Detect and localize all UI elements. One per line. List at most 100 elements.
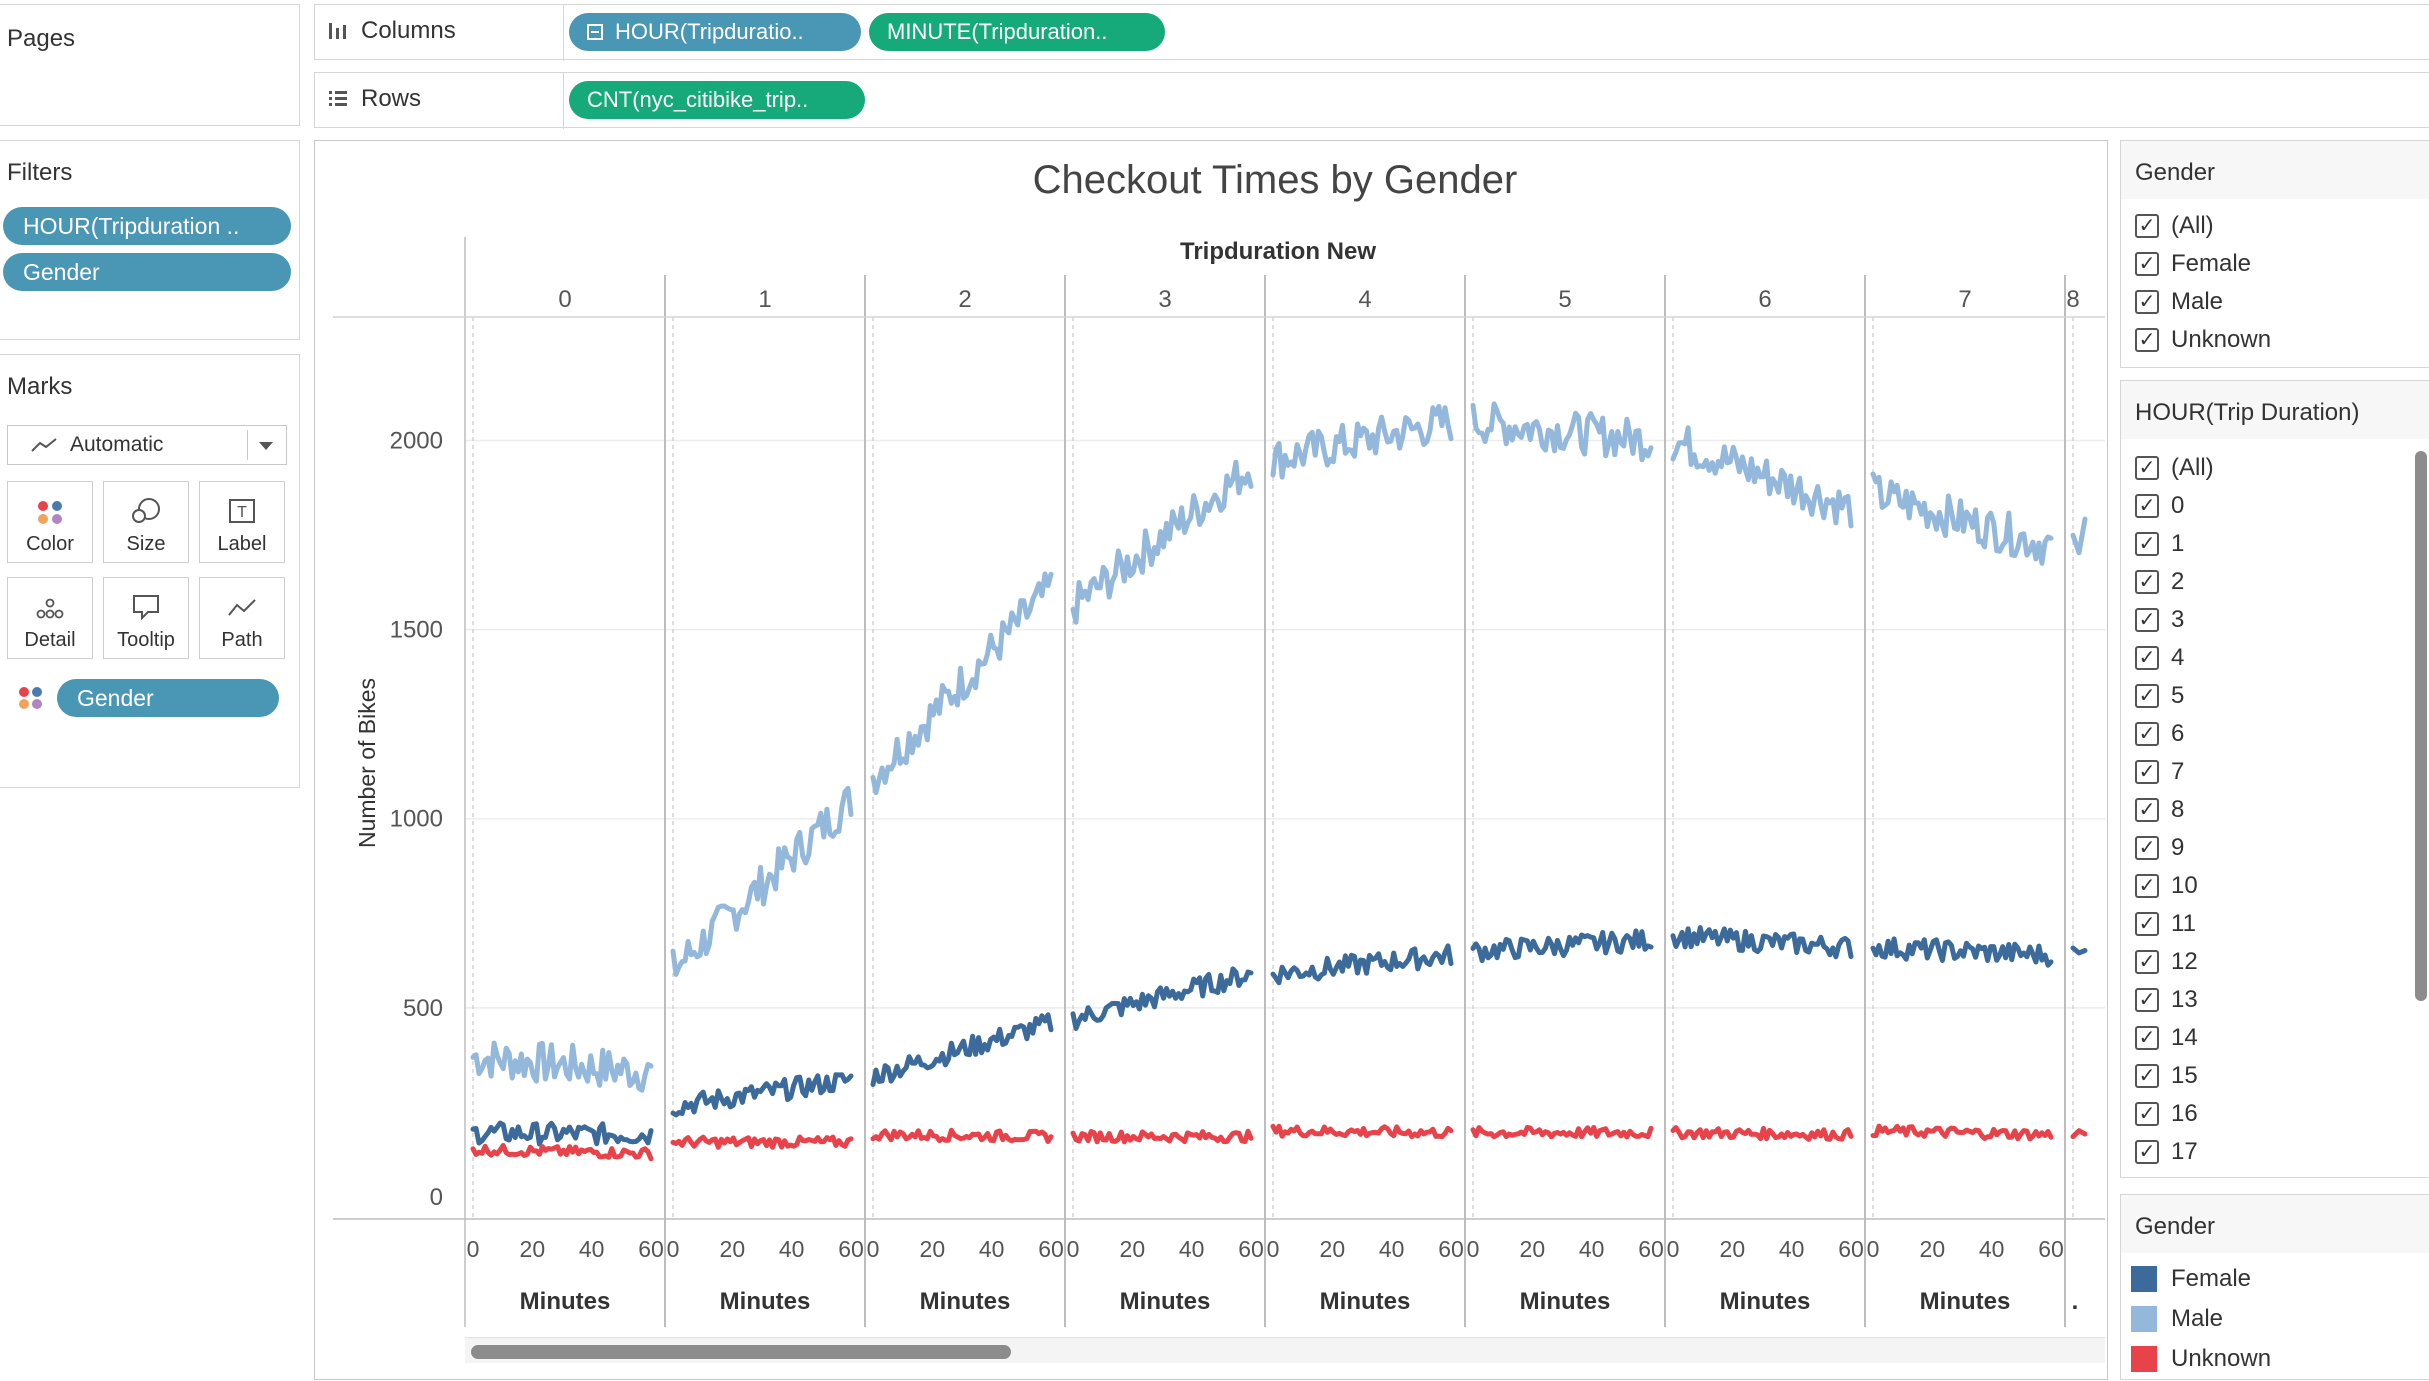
series-line-unknown bbox=[1870, 1123, 2054, 1142]
checkbox-checked-icon[interactable]: ✓ bbox=[2135, 328, 2159, 352]
scrollbar-thumb[interactable] bbox=[471, 1345, 1011, 1359]
hour-filter-option[interactable]: ✓ 14 bbox=[2135, 1023, 2198, 1053]
columns-icon bbox=[329, 23, 346, 39]
checkbox-checked-icon[interactable]: ✓ bbox=[2135, 684, 2159, 708]
marks-color-button[interactable]: Color bbox=[7, 481, 93, 563]
hour-filter-option[interactable]: ✓ 2 bbox=[2135, 567, 2184, 597]
marks-detail-button[interactable]: Detail bbox=[7, 577, 93, 659]
hour-filter-option[interactable]: ✓ 16 bbox=[2135, 1099, 2198, 1129]
checkbox-checked-icon[interactable]: ✓ bbox=[2135, 646, 2159, 670]
series-line-male bbox=[1670, 425, 1854, 529]
x-tick-label: 60 bbox=[1838, 1236, 1864, 1262]
marks-tooltip-button[interactable]: Tooltip bbox=[103, 577, 189, 659]
panel-header-label: 7 bbox=[1958, 286, 1971, 313]
detail-dots-icon bbox=[36, 598, 64, 619]
panel-header-label: 1 bbox=[758, 286, 771, 313]
x-tick-label: 20 bbox=[1320, 1236, 1346, 1262]
gender-filter-option[interactable]: ✓ (All) bbox=[2135, 211, 2214, 241]
columns-shelf[interactable]: Columns HOUR(Tripduratio.. MINUTE(Tripdu… bbox=[314, 4, 2429, 61]
checkbox-checked-icon[interactable]: ✓ bbox=[2135, 570, 2159, 594]
marks-label-button[interactable]: T Label bbox=[199, 481, 285, 563]
checkbox-checked-icon[interactable]: ✓ bbox=[2135, 214, 2159, 238]
marks-size-button[interactable]: Size bbox=[103, 481, 189, 563]
hour-filter-option-label: 11 bbox=[2171, 910, 2196, 937]
x-tick-label: 0 bbox=[867, 1236, 880, 1262]
marks-path-button[interactable]: Path bbox=[199, 577, 285, 659]
checkbox-checked-icon[interactable]: ✓ bbox=[2135, 1102, 2159, 1126]
checkbox-checked-icon[interactable]: ✓ bbox=[2135, 1140, 2159, 1164]
checkbox-checked-icon[interactable]: ✓ bbox=[2135, 494, 2159, 518]
checkbox-checked-icon[interactable]: ✓ bbox=[2135, 608, 2159, 632]
hour-filter-option[interactable]: ✓ 8 bbox=[2135, 795, 2184, 825]
x-tick-label: 20 bbox=[1120, 1236, 1146, 1262]
hour-filter-option[interactable]: ✓ 17 bbox=[2135, 1137, 2198, 1167]
checkbox-checked-icon[interactable]: ✓ bbox=[2135, 1026, 2159, 1050]
gender-filter-option[interactable]: ✓ Female bbox=[2135, 249, 2251, 279]
columns-pill-hour[interactable]: HOUR(Tripduratio.. bbox=[569, 13, 861, 51]
chart-horizontal-scrollbar[interactable] bbox=[465, 1337, 2105, 1363]
hour-filter-option[interactable]: ✓ 0 bbox=[2135, 491, 2184, 521]
hour-filter-option[interactable]: ✓ 3 bbox=[2135, 605, 2184, 635]
legend-item[interactable]: Female bbox=[2131, 1265, 2251, 1293]
hour-filter-scrollbar[interactable] bbox=[2415, 451, 2427, 1171]
mark-type-dropdown[interactable]: Automatic bbox=[7, 425, 287, 465]
checkbox-checked-icon[interactable]: ✓ bbox=[2135, 912, 2159, 936]
series-line-unknown bbox=[2070, 1128, 2088, 1140]
hour-filter-option[interactable]: ✓ 9 bbox=[2135, 833, 2184, 863]
checkbox-checked-icon[interactable]: ✓ bbox=[2135, 532, 2159, 556]
hour-filter-option[interactable]: ✓ 12 bbox=[2135, 947, 2198, 977]
hour-filter-option[interactable]: ✓ 5 bbox=[2135, 681, 2184, 711]
hour-filter-option-label: (All) bbox=[2171, 454, 2214, 481]
series-line-female bbox=[870, 1012, 1054, 1087]
columns-pill-minute-label: MINUTE(Tripduration.. bbox=[887, 19, 1108, 44]
columns-pill-minute[interactable]: MINUTE(Tripduration.. bbox=[869, 13, 1165, 51]
panel-header-label: 6 bbox=[1758, 286, 1771, 313]
hour-filter-option-label: 6 bbox=[2171, 720, 2185, 747]
hour-filter-option[interactable]: ✓ 1 bbox=[2135, 529, 2184, 559]
series-line-female bbox=[1670, 925, 1854, 960]
filter-pill-hour[interactable]: HOUR(Tripduration .. bbox=[3, 207, 291, 245]
checkbox-checked-icon[interactable]: ✓ bbox=[2135, 252, 2159, 276]
legend-item[interactable]: Unknown bbox=[2131, 1345, 2271, 1373]
legend-label: Male bbox=[2171, 1305, 2224, 1332]
x-tick-label: 60 bbox=[1438, 1236, 1464, 1262]
filter-pill-gender[interactable]: Gender bbox=[3, 253, 291, 291]
marks-color-label: Color bbox=[26, 533, 74, 555]
checkbox-checked-icon[interactable]: ✓ bbox=[2135, 1064, 2159, 1088]
gender-filter-option[interactable]: ✓ Male bbox=[2135, 287, 2223, 317]
checkbox-checked-icon[interactable]: ✓ bbox=[2135, 988, 2159, 1012]
hour-filter-option[interactable]: ✓ 15 bbox=[2135, 1061, 2198, 1091]
checkbox-checked-icon[interactable]: ✓ bbox=[2135, 874, 2159, 898]
hour-filter-option[interactable]: ✓ 6 bbox=[2135, 719, 2184, 749]
x-tick-label: 60 bbox=[838, 1236, 864, 1262]
checkbox-checked-icon[interactable]: ✓ bbox=[2135, 950, 2159, 974]
checkbox-checked-icon[interactable]: ✓ bbox=[2135, 290, 2159, 314]
checkbox-checked-icon[interactable]: ✓ bbox=[2135, 836, 2159, 860]
filter-pill-gender-label: Gender bbox=[23, 258, 100, 285]
chart-svg[interactable]: Checkout Times by Gender Tripduration Ne… bbox=[315, 141, 2107, 1379]
hour-filter-option[interactable]: ✓ 7 bbox=[2135, 757, 2184, 787]
series-line-female bbox=[1870, 936, 2054, 968]
legend-item[interactable]: Male bbox=[2131, 1305, 2223, 1333]
x-tick-label: 20 bbox=[1520, 1236, 1546, 1262]
marks-color-pill-gender[interactable]: Gender bbox=[57, 679, 279, 717]
x-tick-label: 40 bbox=[779, 1236, 805, 1262]
checkbox-checked-icon[interactable]: ✓ bbox=[2135, 798, 2159, 822]
hour-filter-option[interactable]: ✓ 4 bbox=[2135, 643, 2184, 673]
chevron-down-icon[interactable] bbox=[258, 441, 274, 451]
collapse-icon[interactable] bbox=[587, 24, 603, 40]
hour-filter-option[interactable]: ✓ (All) bbox=[2135, 453, 2214, 483]
hour-filter-option[interactable]: ✓ 11 bbox=[2135, 909, 2196, 939]
series-line-male bbox=[670, 785, 854, 977]
checkbox-checked-icon[interactable]: ✓ bbox=[2135, 760, 2159, 784]
hour-filter-option[interactable]: ✓ 10 bbox=[2135, 871, 2198, 901]
rows-shelf[interactable]: Rows CNT(nyc_citibike_trip.. bbox=[314, 72, 2429, 129]
gender-filter-option[interactable]: ✓ Unknown bbox=[2135, 325, 2271, 355]
hour-filter-option[interactable]: ✓ 13 bbox=[2135, 985, 2198, 1015]
rows-pill-count[interactable]: CNT(nyc_citibike_trip.. bbox=[569, 81, 865, 119]
series-line-male bbox=[1270, 404, 1454, 480]
y-tick-label: 2000 bbox=[390, 427, 443, 454]
hour-filter-scrollbar-thumb[interactable] bbox=[2415, 451, 2427, 1001]
checkbox-checked-icon[interactable]: ✓ bbox=[2135, 722, 2159, 746]
checkbox-checked-icon[interactable]: ✓ bbox=[2135, 456, 2159, 480]
